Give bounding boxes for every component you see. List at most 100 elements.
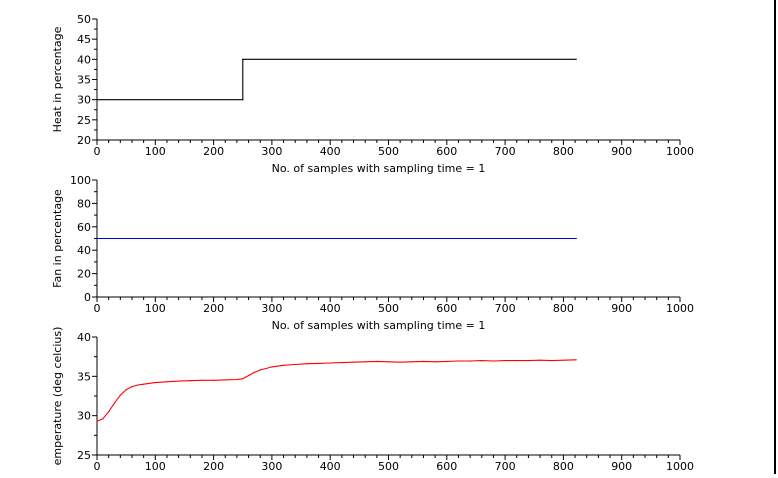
data-point bbox=[189, 380, 191, 382]
x-tick-label: 200 bbox=[203, 302, 224, 315]
data-point bbox=[434, 361, 436, 363]
data-point bbox=[329, 362, 331, 364]
x-tick-label: 100 bbox=[145, 460, 166, 473]
x-tick-label: 700 bbox=[495, 460, 516, 473]
y-axis-title: Heat in percentage bbox=[51, 26, 64, 132]
data-point bbox=[108, 411, 110, 413]
y-tick-label: 20 bbox=[77, 134, 91, 147]
data-point bbox=[551, 360, 553, 362]
x-tick-label: 800 bbox=[553, 460, 574, 473]
data-point bbox=[137, 384, 139, 386]
data-point bbox=[282, 364, 285, 366]
data-point bbox=[102, 418, 104, 420]
data-point bbox=[411, 361, 413, 363]
data-point bbox=[178, 380, 180, 382]
data-point bbox=[306, 363, 308, 365]
y-tick-label: 40 bbox=[77, 53, 91, 66]
series-line bbox=[96, 359, 577, 422]
x-tick-label: 300 bbox=[261, 460, 282, 473]
data-point bbox=[242, 378, 244, 380]
data-point bbox=[539, 359, 541, 361]
window-edge-divider bbox=[774, 0, 776, 474]
y-tick-label: 50 bbox=[77, 13, 91, 26]
data-point bbox=[271, 366, 273, 368]
y-tick-label: 60 bbox=[77, 221, 91, 234]
x-tick-label: 600 bbox=[436, 302, 457, 315]
data-point bbox=[364, 361, 366, 363]
y-tick-label: 25 bbox=[77, 449, 91, 462]
data-point bbox=[446, 360, 448, 362]
data-point bbox=[352, 361, 355, 363]
x-tick-label: 200 bbox=[203, 145, 224, 158]
x-tick-label: 500 bbox=[378, 460, 399, 473]
data-point bbox=[469, 360, 471, 362]
y-axis-title: emperature (deg celcius) bbox=[51, 327, 64, 466]
data-point bbox=[242, 58, 244, 60]
x-tick-label: 100 bbox=[145, 145, 166, 158]
data-point bbox=[242, 99, 244, 101]
data-point bbox=[143, 383, 145, 385]
y-tick-label: 30 bbox=[77, 94, 91, 107]
x-tick-label: 400 bbox=[320, 302, 341, 315]
y-tick-label: 40 bbox=[77, 331, 91, 344]
y-tick-label: 45 bbox=[77, 33, 91, 46]
data-point bbox=[575, 359, 577, 361]
data-point bbox=[376, 360, 378, 362]
x-axis-title: No. of samples with sampling time = 1 bbox=[272, 319, 486, 332]
x-tick-label: 500 bbox=[378, 145, 399, 158]
x-tick-label: 800 bbox=[553, 302, 574, 315]
data-point bbox=[317, 362, 320, 364]
x-tick-label: 600 bbox=[436, 145, 457, 158]
data-point bbox=[575, 237, 577, 240]
data-point bbox=[224, 379, 226, 381]
y-tick-label: 40 bbox=[77, 244, 91, 257]
x-tick-label: 200 bbox=[203, 460, 224, 473]
data-point bbox=[125, 389, 127, 391]
data-point bbox=[516, 360, 518, 362]
y-tick-label: 20 bbox=[77, 268, 91, 281]
x-tick-label: 0 bbox=[94, 460, 101, 473]
x-tick-label: 1000 bbox=[666, 145, 694, 158]
data-point bbox=[457, 360, 460, 362]
data-point bbox=[213, 379, 215, 381]
x-tick-label: 0 bbox=[94, 145, 101, 158]
data-point bbox=[253, 371, 256, 373]
x-tick-label: 0 bbox=[94, 302, 101, 315]
x-tick-label: 700 bbox=[495, 145, 516, 158]
data-point bbox=[247, 374, 250, 377]
data-point bbox=[259, 369, 261, 371]
data-point bbox=[504, 360, 506, 362]
data-point bbox=[422, 360, 425, 362]
x-axis-title: No. of samples with sampling time = 1 bbox=[272, 162, 486, 175]
data-point bbox=[113, 402, 116, 404]
x-tick-label: 1000 bbox=[666, 460, 694, 473]
data-point bbox=[265, 367, 267, 370]
y-tick-label: 30 bbox=[77, 410, 91, 423]
y-axis-title: Fan in percentage bbox=[51, 189, 64, 288]
x-tick-label: 600 bbox=[436, 460, 457, 473]
y-tick-label: 0 bbox=[84, 291, 91, 304]
data-point bbox=[119, 394, 121, 396]
x-tick-label: 900 bbox=[611, 302, 632, 315]
y-tick-label: 35 bbox=[77, 370, 91, 383]
data-point bbox=[562, 359, 565, 361]
data-point bbox=[166, 381, 168, 383]
x-tick-label: 400 bbox=[320, 145, 341, 158]
data-point bbox=[201, 379, 203, 381]
data-point bbox=[399, 361, 401, 363]
data-point bbox=[387, 361, 390, 363]
y-tick-label: 35 bbox=[77, 74, 91, 87]
x-tick-label: 300 bbox=[261, 145, 282, 158]
x-tick-label: 900 bbox=[611, 460, 632, 473]
x-tick-label: 400 bbox=[320, 460, 341, 473]
data-point bbox=[96, 99, 98, 101]
x-tick-label: 800 bbox=[553, 145, 574, 158]
y-tick-label: 25 bbox=[77, 114, 91, 127]
y-tick-label: 80 bbox=[77, 197, 91, 210]
x-tick-label: 900 bbox=[611, 145, 632, 158]
x-tick-label: 300 bbox=[261, 302, 282, 315]
series-line bbox=[97, 58, 577, 101]
x-tick-label: 100 bbox=[145, 302, 166, 315]
